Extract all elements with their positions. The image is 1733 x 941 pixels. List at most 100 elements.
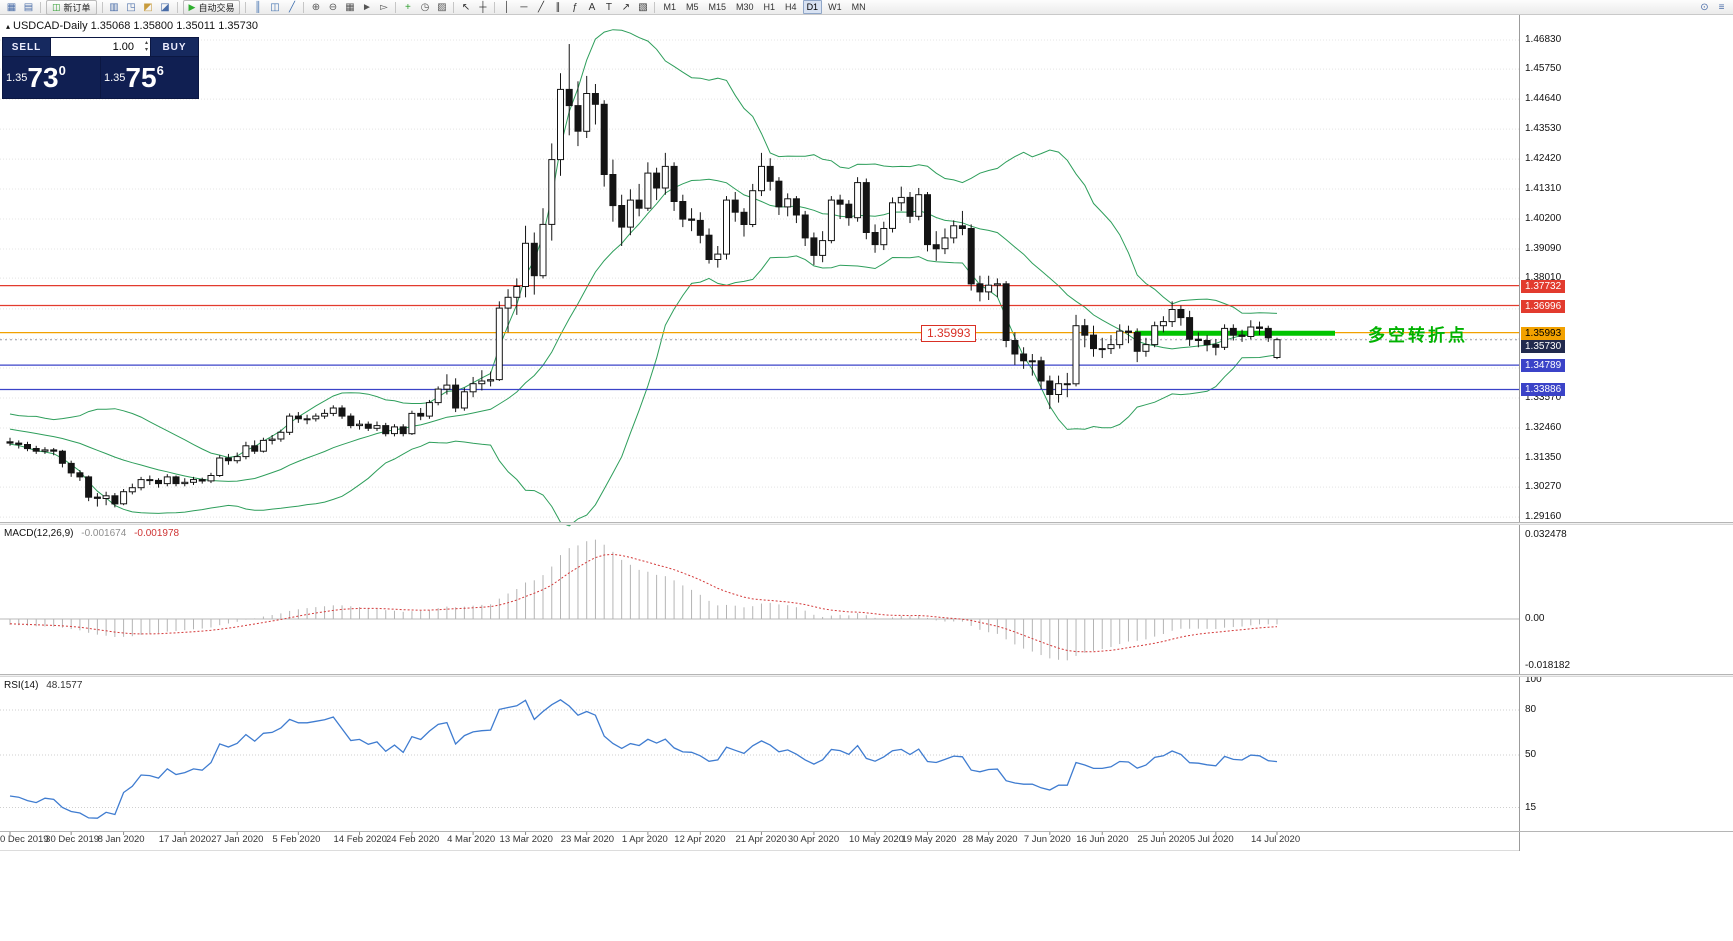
price-level-annotation[interactable]: 1.35993 xyxy=(921,325,977,342)
navigator-icon[interactable]: ◩ xyxy=(143,1,153,13)
date-label: 16 Jun 2020 xyxy=(1076,834,1129,845)
templates-icon[interactable]: ▨ xyxy=(437,1,447,13)
date-label: 17 Jan 2020 xyxy=(158,834,212,845)
timeframe-m30[interactable]: M30 xyxy=(736,2,754,12)
timeframe-h4[interactable]: H4 xyxy=(785,2,797,12)
date-label: 30 Dec 2019 xyxy=(45,834,100,845)
sell-price-sup: 0 xyxy=(58,63,66,78)
pivot-point-annotation[interactable]: 多空转折点 xyxy=(1368,326,1468,345)
zoom-out-icon[interactable]: ⊖ xyxy=(328,1,338,13)
arrows-icon[interactable]: ↗ xyxy=(621,1,631,13)
new-order-button[interactable]: ◫ 新订单 xyxy=(46,0,97,15)
data-window-icon[interactable]: ◳ xyxy=(126,1,136,13)
line-chart-icon[interactable]: ╱ xyxy=(288,1,295,13)
vertical-line-icon[interactable]: │ xyxy=(503,1,511,13)
candlestick-chart-icon[interactable]: ◫ xyxy=(270,1,280,13)
toolbar-separator xyxy=(40,1,41,13)
bar-chart-icon[interactable]: ║ xyxy=(254,1,262,13)
one-click-trading-panel: SELL ▴ ▾ BUY 1.35 73 0 1.35 75 6 xyxy=(2,37,199,99)
timeframe-w1[interactable]: W1 xyxy=(828,2,842,12)
zoom-in-icon[interactable]: ⊕ xyxy=(311,1,321,13)
toolbar-separator xyxy=(453,1,455,13)
bottom-border xyxy=(0,850,1733,851)
sell-price-button[interactable]: 1.35 73 0 xyxy=(3,57,100,98)
date-label: 5 Feb 2020 xyxy=(272,834,321,845)
candles xyxy=(6,44,1281,508)
fibonacci-icon[interactable]: ƒ xyxy=(572,1,578,13)
tile-windows-icon[interactable]: ▦ xyxy=(345,1,355,13)
buy-price-sup: 6 xyxy=(156,63,164,78)
axis-label: 1.41310 xyxy=(1525,183,1562,195)
macd-indicator-title: MACD(12,26,9) -0.001674 -0.001978 xyxy=(4,528,179,539)
axis-label: 1.31350 xyxy=(1525,451,1562,463)
time-axis[interactable]: 0 Dec 2019 30 Dec 2019 8 Jan 2020 17 Jan 20… xyxy=(0,833,1519,849)
periods-icon[interactable]: ◷ xyxy=(420,1,430,13)
auto-scroll-icon[interactable]: ► xyxy=(362,1,372,13)
chart-canvas[interactable] xyxy=(0,15,1519,851)
macd-name: MACD(12,26,9) xyxy=(4,528,74,539)
volume-input[interactable] xyxy=(51,38,150,56)
buy-price-big: 75 xyxy=(125,61,157,93)
panel-splitter-macd[interactable] xyxy=(0,522,1733,525)
horizontal-line-icon[interactable]: ─ xyxy=(520,1,528,13)
axis-label: 80 xyxy=(1525,704,1537,715)
indicators-icon[interactable]: + xyxy=(405,1,411,13)
date-label: 5 Jul 2020 xyxy=(1189,834,1234,845)
cursor-icon[interactable]: ↖ xyxy=(461,1,471,13)
text-icon[interactable]: A xyxy=(588,1,596,13)
buy-price-button[interactable]: 1.35 75 6 xyxy=(101,57,198,98)
panel-splitter-rsi[interactable] xyxy=(0,674,1733,677)
autotrading-button[interactable]: ▶ 自动交易 xyxy=(182,0,241,15)
time-axis-separator xyxy=(0,831,1733,832)
crosshair-icon[interactable]: ┼ xyxy=(479,1,487,13)
chart-ohlc-values: 1.35068 1.35800 1.35011 1.35730 xyxy=(90,20,258,32)
axis-label: -0.018182 xyxy=(1525,660,1571,672)
volume-down-icon[interactable]: ▾ xyxy=(144,47,148,53)
channel-icon[interactable]: ∥ xyxy=(555,1,561,13)
volume-up-icon[interactable]: ▴ xyxy=(144,40,148,46)
axis-label: 1.30270 xyxy=(1525,481,1562,493)
toolbar-separator xyxy=(395,1,397,13)
macd-histogram xyxy=(0,539,1519,661)
label-icon[interactable]: T xyxy=(605,1,613,13)
timeframe-h1[interactable]: H1 xyxy=(763,2,776,12)
rsi-level-lines xyxy=(0,709,1519,808)
new-chart-icon[interactable]: ▦ xyxy=(6,1,17,13)
axis-label: 50 xyxy=(1525,749,1537,760)
timeframe-m5[interactable]: M5 xyxy=(685,2,699,12)
date-label: 28 May 2020 xyxy=(962,834,1018,845)
symbol-marker-icon: ▴ xyxy=(6,22,11,31)
timeframe-m1[interactable]: M1 xyxy=(663,2,676,12)
axis-label: 1.42420 xyxy=(1525,153,1562,165)
terminal-icon[interactable]: ◪ xyxy=(160,1,170,13)
market-watch-icon[interactable]: ▥ xyxy=(109,1,119,13)
rsi-indicator-title: RSI(14) 48.1577 xyxy=(4,680,82,691)
macd-value-signal: -0.001978 xyxy=(134,528,180,539)
search-icon[interactable]: ⊙ xyxy=(1700,1,1709,13)
timeframe-m15[interactable]: M15 xyxy=(708,2,727,12)
price-badge-1.35993: 1.35993 xyxy=(1521,326,1566,340)
menu-icon[interactable]: ≡ xyxy=(1718,1,1725,13)
axis-label: 0.00 xyxy=(1525,613,1545,624)
date-label: 14 Jul 2020 xyxy=(1251,834,1301,845)
timeframe-d1[interactable]: D1 xyxy=(802,0,823,14)
price-badge-1.33886: 1.33886 xyxy=(1521,383,1566,397)
buy-button[interactable]: BUY xyxy=(151,38,198,56)
price-badge-1.37732: 1.37732 xyxy=(1521,279,1566,293)
timeframe-mn[interactable]: MN xyxy=(851,2,866,12)
trendline-icon[interactable]: ╱ xyxy=(537,1,544,13)
chart-profiles-icon[interactable]: ▤ xyxy=(23,1,34,13)
axis-label: 1.39090 xyxy=(1525,242,1562,254)
date-label: 23 Mar 2020 xyxy=(560,834,615,845)
buy-price-base: 1.35 xyxy=(104,71,126,84)
shapes-icon[interactable]: ▧ xyxy=(638,1,648,13)
axis-label: 1.32460 xyxy=(1525,421,1562,433)
macd-signal-line xyxy=(9,553,1278,653)
sell-button[interactable]: SELL xyxy=(3,38,50,56)
axis-label: 1.40200 xyxy=(1525,213,1562,224)
axis-label: 1.43530 xyxy=(1525,123,1562,135)
date-label: 4 Mar 2020 xyxy=(447,834,496,845)
chart-shift-icon[interactable]: ▻ xyxy=(380,1,388,13)
price-axis[interactable]: 1.46830 1.45750 1.44640 1.43530 1.42420 1.413… xyxy=(1519,15,1733,851)
